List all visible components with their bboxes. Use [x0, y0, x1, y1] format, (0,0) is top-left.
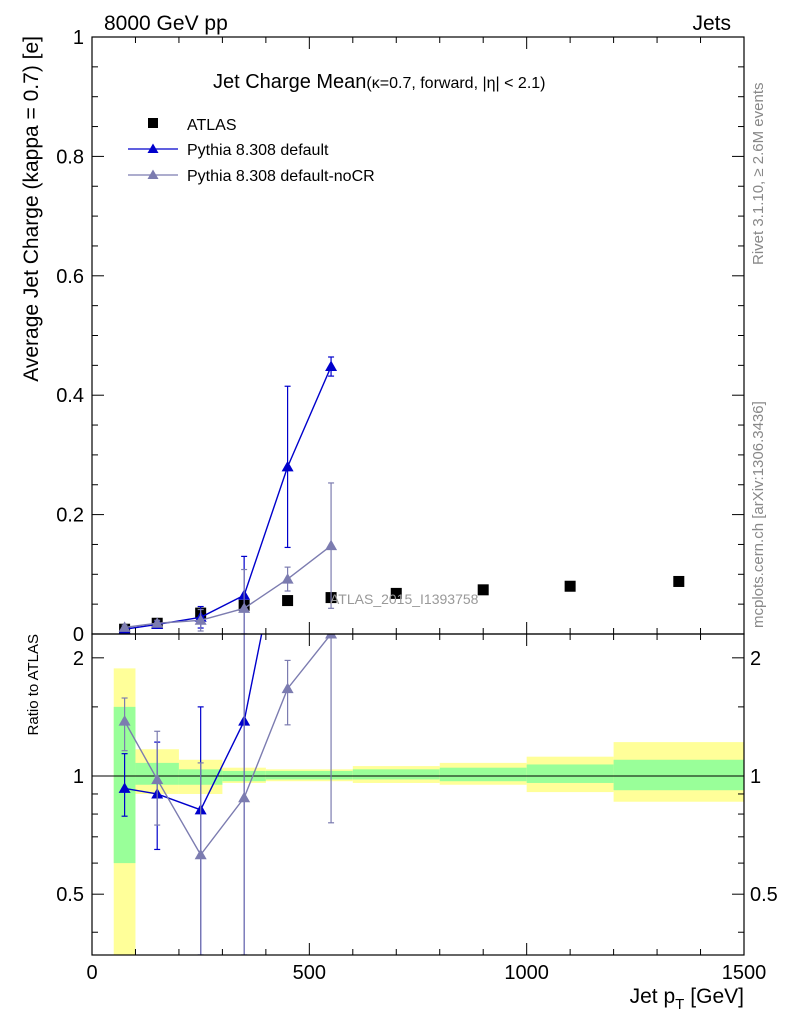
chart-title-main: Jet Charge Mean	[213, 71, 366, 93]
main-point-atlas	[673, 575, 685, 587]
main-point-nocr	[325, 539, 338, 551]
main-line-default	[124, 366, 332, 630]
main-axes: 0 0.2 0.4 0.6 0.8 1	[56, 27, 745, 646]
legend-label-default: Pythia 8.308 default	[187, 142, 329, 159]
ratio-band-inner	[526, 764, 614, 783]
ratio-point-default	[118, 782, 131, 793]
x-axis-label-main: Jet p	[630, 985, 676, 1008]
main-y-tick-label: 0	[73, 624, 84, 646]
main-point-nocr	[238, 602, 251, 613]
x-axis-label-sub: T	[675, 996, 684, 1013]
legend: ATLAS Pythia 8.308 default Pythia 8.308 …	[128, 117, 375, 185]
main-line-nocr	[124, 545, 332, 629]
x-tick-label: 1000	[504, 962, 549, 984]
x-tick-label: 500	[293, 962, 326, 984]
legend-label-atlas: ATLAS	[187, 117, 237, 134]
ratio-y-axis-label: Ratio to ATLAS	[25, 634, 42, 735]
main-point-atlas	[564, 580, 576, 592]
ratio-y-tick-label: 1	[73, 766, 84, 788]
ratio-point-nocr	[281, 682, 294, 694]
ratio-band-inner	[265, 770, 353, 780]
x-tick-label: 1500	[722, 962, 767, 984]
ratio-band-inner	[613, 759, 744, 791]
main-point-default	[325, 360, 338, 372]
legend-marker-atlas	[148, 118, 158, 128]
main-point-nocr	[194, 614, 207, 625]
main-point-atlas	[477, 584, 489, 596]
mcplots-label: mcplots.cern.ch [arXiv:1306.3436]	[750, 401, 767, 628]
x-tick-label: 0	[86, 962, 97, 984]
ratio-band-inner	[439, 767, 527, 782]
ratio-panel-frame	[91, 633, 745, 956]
chart-title-sub: (κ=0.7, forward, |η| < 2.1)	[366, 75, 545, 92]
ratio-y-tick-label-right: 0.5	[750, 884, 778, 906]
main-y-tick-label: 1	[73, 27, 84, 49]
main-point-nocr	[118, 621, 131, 632]
ratio-axes: 0.5 0.5 1 1 2 2 0 500 1000 1500	[56, 634, 778, 984]
ratio-point-nocr	[194, 848, 207, 860]
rivet-label: Rivet 3.1.10, ≥ 2.6M events	[750, 83, 767, 266]
ratio-y-tick-label: 2	[73, 648, 84, 670]
ratio-point-nocr	[325, 634, 338, 639]
main-y-tick-label: 0.2	[56, 505, 84, 527]
ratio-y-tick-label-right: 1	[750, 766, 761, 788]
ratio-line-nocr	[123, 634, 332, 857]
main-y-axis-label: Average Jet Charge (kappa = 0.7) [e]	[20, 36, 43, 382]
main-series-layer	[118, 356, 685, 634]
main-y-tick-label: 0.8	[56, 146, 84, 168]
ratio-y-tick-label-right: 2	[750, 648, 761, 670]
process-label: Jets	[692, 12, 731, 35]
ratio-point-nocr	[238, 791, 251, 803]
main-point-nocr	[151, 617, 164, 628]
energy-label: 8000 GeV pp	[104, 12, 228, 35]
main-point-default	[281, 460, 294, 472]
main-point-atlas	[390, 587, 402, 599]
ratio-bands-layer	[113, 668, 744, 955]
legend-marker-default	[147, 143, 159, 153]
main-y-tick-label: 0.4	[56, 385, 84, 407]
main-point-nocr	[281, 573, 294, 584]
ratio-series-layer	[118, 634, 338, 955]
x-axis-label: Jet pT [GeV]	[630, 985, 744, 1013]
ratio-y-tick-label: 0.5	[56, 884, 84, 906]
legend-marker-nocr	[147, 169, 159, 179]
chart-title: Jet Charge Mean(κ=0.7, forward, |η| < 2.…	[213, 71, 545, 93]
ratio-point-nocr	[151, 773, 164, 784]
main-y-tick-label: 0.6	[56, 266, 84, 288]
legend-label-nocr: Pythia 8.308 default-noCR	[187, 168, 375, 185]
main-point-atlas	[282, 595, 294, 607]
ratio-point-nocr	[118, 715, 131, 726]
x-axis-label-unit: [GeV]	[690, 985, 744, 1008]
ratio-band-inner	[352, 769, 440, 780]
analysis-watermark: ATLAS_2015_I1393758	[330, 591, 479, 607]
